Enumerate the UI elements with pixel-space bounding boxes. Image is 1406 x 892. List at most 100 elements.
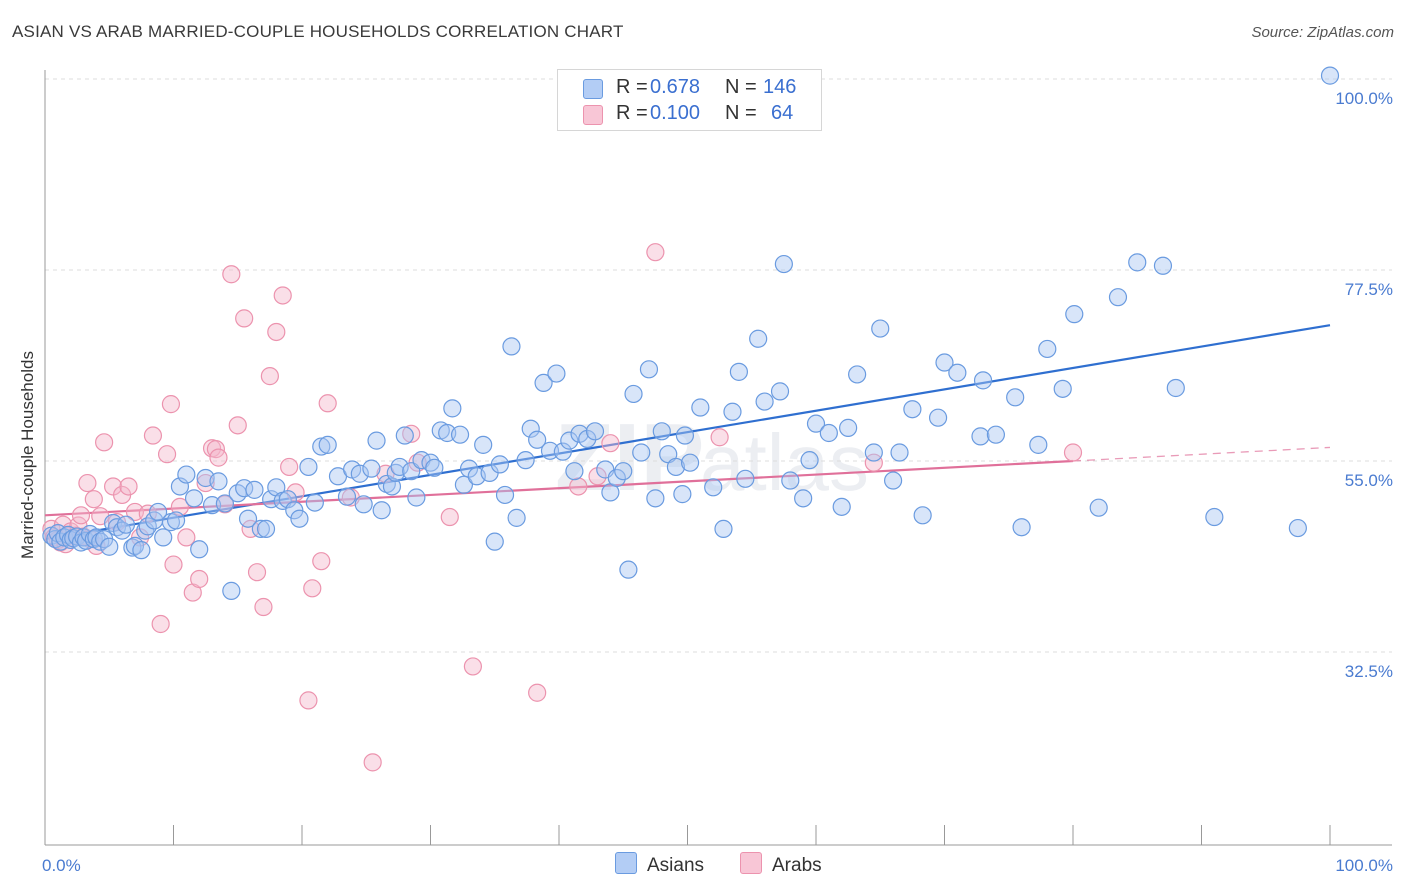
asian-point	[350, 464, 369, 483]
asian-point	[673, 485, 692, 504]
asian-point	[354, 495, 373, 514]
asian-point	[285, 501, 304, 520]
arab-point	[601, 434, 620, 453]
arab-point	[646, 243, 665, 262]
arabs-swatch	[583, 105, 603, 125]
asian-point	[1053, 379, 1072, 398]
legend-r-value: 0.100	[650, 102, 701, 124]
arabs-swatch	[740, 852, 762, 874]
arab-point	[569, 477, 588, 496]
asian-point	[256, 519, 276, 539]
y-tick-label: 55.0%	[1345, 471, 1393, 490]
asian-point	[209, 472, 228, 491]
asian-point	[362, 459, 381, 478]
asian-point	[450, 425, 470, 444]
asian-point	[184, 489, 204, 508]
arab-point	[143, 426, 163, 445]
arab-point	[440, 507, 459, 527]
bottom-legend-asians: Asians	[615, 852, 704, 877]
legend-r-label: R =	[616, 76, 648, 98]
asian-point	[729, 362, 749, 381]
asian-point	[680, 453, 700, 472]
arab-point	[78, 473, 97, 493]
arab-point	[267, 322, 286, 342]
asian-point	[903, 400, 922, 419]
asian-point	[547, 364, 566, 383]
asian-point	[100, 537, 119, 556]
asian-point	[367, 431, 386, 450]
asian-point	[704, 478, 723, 497]
arab-point	[260, 367, 279, 386]
legend-n-value: 64	[771, 102, 794, 124]
asian-point	[238, 509, 258, 528]
arab-point	[119, 477, 138, 496]
asian-point	[459, 459, 479, 478]
asian-point	[222, 581, 241, 600]
arab-point	[151, 614, 170, 634]
asian-point	[619, 560, 638, 579]
arab-point	[177, 528, 196, 547]
asian-point	[190, 540, 209, 559]
arab-point	[254, 597, 273, 617]
asian-point	[1153, 256, 1173, 275]
asian-point	[318, 435, 337, 454]
asian-point	[839, 418, 858, 437]
asian-point	[528, 430, 547, 449]
asian-point	[407, 488, 426, 507]
legend-r-label: R =	[616, 102, 648, 124]
asian-point	[794, 489, 813, 508]
asian-point	[215, 494, 234, 513]
asian-point	[883, 471, 903, 490]
x-tick-label: 0.0%	[42, 856, 81, 875]
asian-point	[973, 371, 993, 390]
asian-point	[305, 493, 324, 512]
asian-point	[372, 501, 391, 520]
arab-point	[312, 552, 331, 571]
asian-point	[166, 511, 186, 530]
asian-point	[337, 487, 357, 506]
legend-row-arabs: R = 0.100 N = 64	[558, 101, 821, 127]
asian-point	[666, 457, 686, 477]
asian-point	[507, 508, 526, 527]
asian-point	[278, 490, 297, 509]
arab-point	[235, 309, 254, 328]
arab-point	[71, 506, 91, 525]
asian-point	[251, 519, 270, 539]
asian-point	[560, 431, 579, 450]
asian-point	[578, 429, 597, 449]
chart-title: ASIAN VS ARAB MARRIED-COUPLE HOUSEHOLDS …	[12, 22, 624, 41]
asian-point	[585, 422, 605, 441]
arab-point	[1063, 443, 1083, 462]
asian-point	[502, 337, 521, 356]
arab-point	[190, 569, 209, 589]
asian-point	[806, 414, 826, 433]
asian-point	[736, 469, 755, 488]
asian-point	[534, 373, 553, 393]
asian-point	[774, 254, 793, 274]
asian-point	[832, 497, 851, 516]
asian-point	[928, 408, 948, 427]
asian-point	[1029, 435, 1048, 454]
asian-point	[864, 443, 883, 462]
asian-point	[540, 441, 560, 460]
asian-point	[490, 455, 509, 474]
legend-n-label: N =	[725, 102, 757, 124]
asian-point	[848, 365, 867, 384]
asian-point	[454, 475, 474, 494]
asian-point	[755, 392, 774, 411]
asian-point	[154, 528, 173, 547]
asian-point	[443, 399, 462, 418]
asian-point	[652, 422, 671, 441]
asian-point	[474, 435, 493, 454]
arab-point	[463, 657, 483, 676]
chart-source: Source: ZipAtlas.com	[1251, 24, 1394, 41]
arab-point	[273, 286, 292, 305]
asian-point	[1108, 288, 1128, 307]
asian-point	[1166, 378, 1185, 398]
y-tick-label: 77.5%	[1345, 280, 1393, 299]
asian-point	[495, 485, 515, 505]
asian-point	[553, 442, 572, 461]
asian-point	[382, 477, 402, 496]
asian-point	[614, 462, 633, 481]
